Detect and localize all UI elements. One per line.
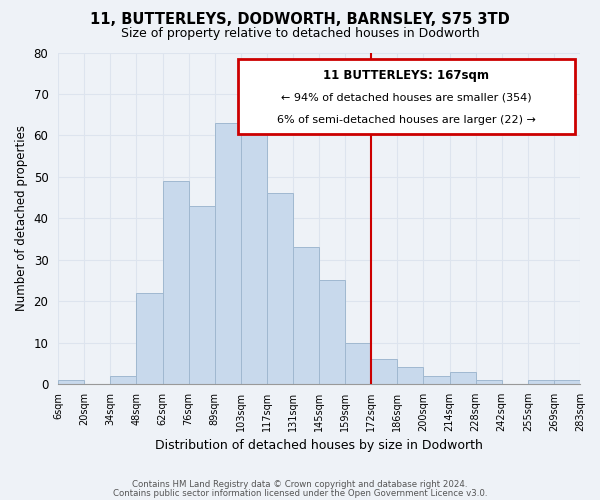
- Bar: [136, 293, 163, 384]
- Bar: [424, 376, 449, 384]
- Y-axis label: Number of detached properties: Number of detached properties: [15, 126, 28, 312]
- Text: Size of property relative to detached houses in Dodworth: Size of property relative to detached ho…: [121, 28, 479, 40]
- Bar: [215, 123, 241, 384]
- Bar: [319, 280, 345, 384]
- Text: Contains HM Land Registry data © Crown copyright and database right 2024.: Contains HM Land Registry data © Crown c…: [132, 480, 468, 489]
- Bar: [110, 376, 136, 384]
- Bar: [188, 206, 215, 384]
- Bar: [345, 342, 371, 384]
- X-axis label: Distribution of detached houses by size in Dodworth: Distribution of detached houses by size …: [155, 440, 483, 452]
- Bar: [476, 380, 502, 384]
- Text: 6% of semi-detached houses are larger (22) →: 6% of semi-detached houses are larger (2…: [277, 116, 536, 126]
- Bar: [449, 372, 476, 384]
- Bar: [397, 368, 424, 384]
- Text: ← 94% of detached houses are smaller (354): ← 94% of detached houses are smaller (35…: [281, 93, 532, 103]
- Text: 11, BUTTERLEYS, DODWORTH, BARNSLEY, S75 3TD: 11, BUTTERLEYS, DODWORTH, BARNSLEY, S75 …: [90, 12, 510, 28]
- Bar: [371, 359, 397, 384]
- Text: 11 BUTTERLEYS: 167sqm: 11 BUTTERLEYS: 167sqm: [323, 69, 490, 82]
- FancyBboxPatch shape: [238, 59, 575, 134]
- Bar: [293, 248, 319, 384]
- Bar: [528, 380, 554, 384]
- Bar: [241, 114, 267, 384]
- Text: Contains public sector information licensed under the Open Government Licence v3: Contains public sector information licen…: [113, 489, 487, 498]
- Bar: [163, 181, 188, 384]
- Bar: [58, 380, 84, 384]
- Bar: [554, 380, 580, 384]
- Bar: [267, 194, 293, 384]
